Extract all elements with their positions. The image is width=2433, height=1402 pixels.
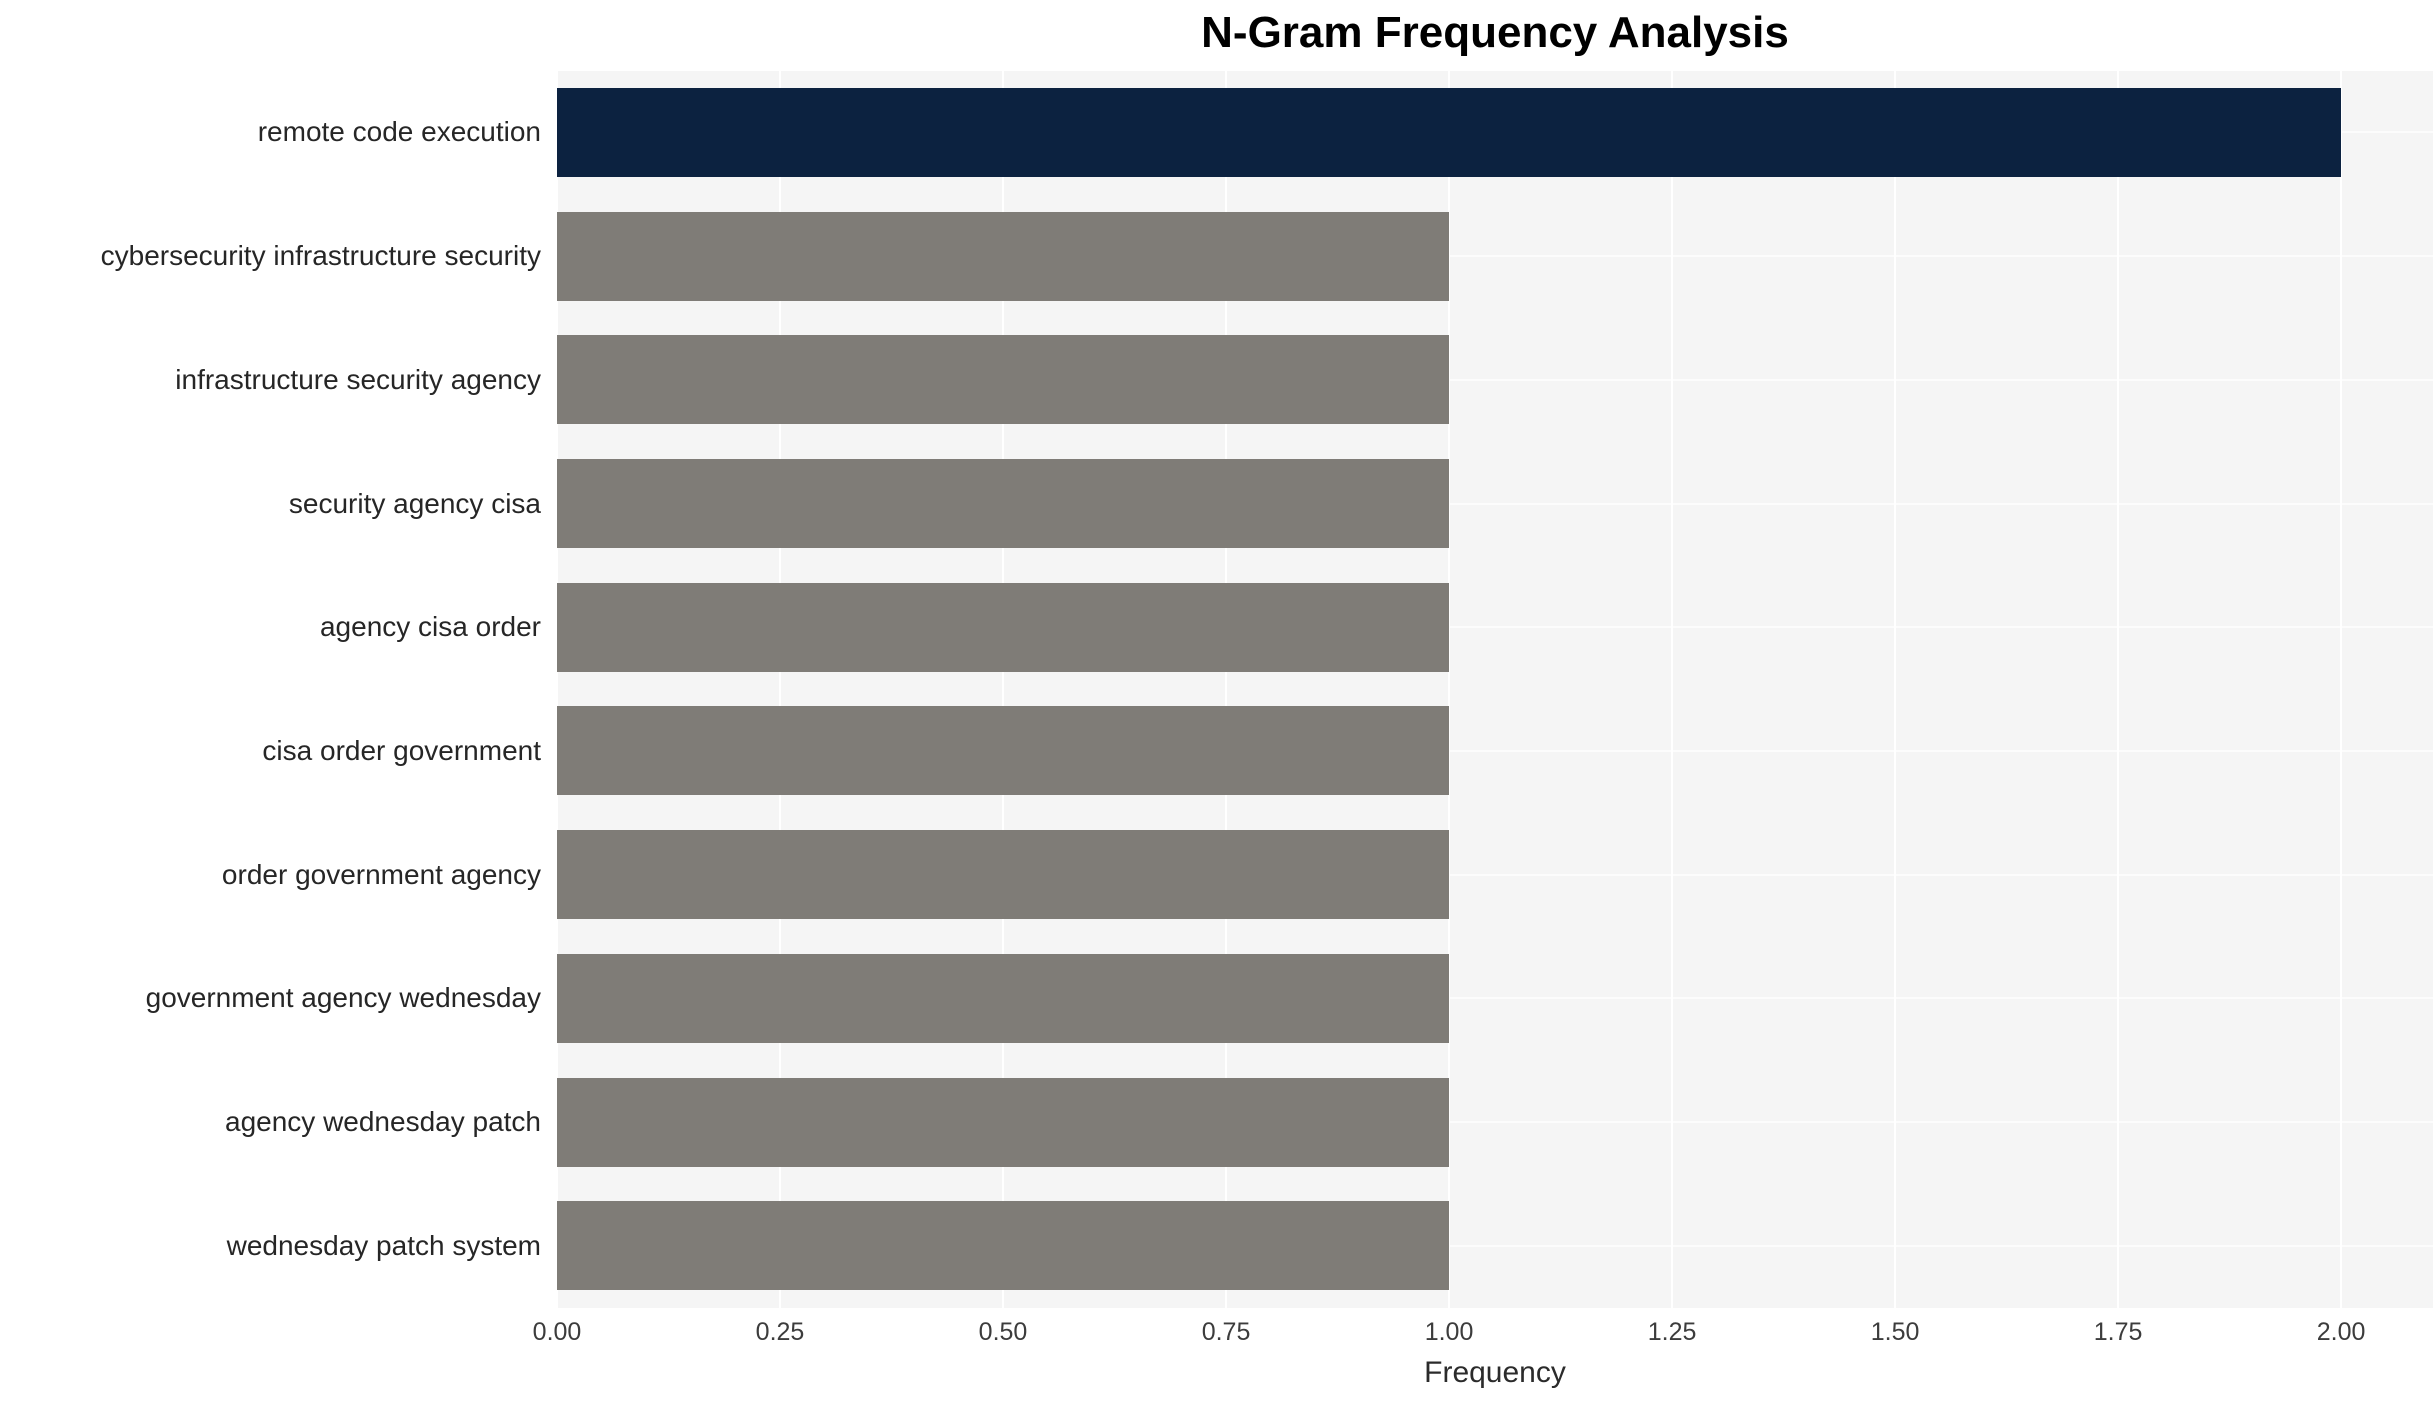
bar[interactable] [557,1201,1450,1291]
bar-row [557,71,2433,195]
horizontal-gridline [557,502,2433,505]
y-tick-label: infrastructure security agency [175,363,541,395]
x-tick-label: 1.50 [1870,1317,1920,1346]
x-axis: 0.00 0.25 0.50 0.75 1.00 1.25 1.50 1.75 2.00 [0,1318,2433,1352]
x-tick-labels: 0.00 0.25 0.50 0.75 1.00 1.25 1.50 1.75 2.00 [533,1317,2433,1352]
y-tick-label: security agency cisa [288,487,541,519]
bar[interactable] [557,706,1450,796]
bar[interactable] [557,1077,1450,1167]
bar[interactable] [557,582,1450,672]
horizontal-gridline [557,873,2433,876]
x-tick-label: 0.50 [978,1317,1028,1346]
x-tick-label: 0.00 [532,1317,582,1346]
vertical-gridline [1894,70,1897,1308]
vertical-gridline [779,70,781,1308]
bar-row [557,565,2433,689]
y-tick-label: cisa order government [262,734,541,766]
vertical-gridline [1448,70,1451,1308]
y-tick-label: cybersecurity infrastructure security [100,240,541,272]
bar-row [557,689,2433,813]
x-tick-label: 0.75 [1201,1317,1251,1346]
x-axis-spacer [0,1318,557,1352]
bar-row [557,937,2433,1061]
y-tick-label: order government agency [221,858,541,890]
horizontal-gridline [557,626,2433,629]
bar-row [557,1184,2433,1308]
plot-area [556,70,2433,1308]
bar[interactable] [557,87,2342,177]
x-tick-label: 0.25 [755,1317,805,1346]
horizontal-gridline [557,378,2433,381]
bar[interactable] [557,830,1450,920]
bar[interactable] [557,335,1450,425]
horizontal-gridline [557,997,2433,1000]
horizontal-gridline [557,1244,2433,1247]
bar[interactable] [557,953,1450,1043]
y-tick-label: agency wednesday patch [225,1106,541,1138]
x-tick-label: 1.75 [2093,1317,2143,1346]
bar-row [557,194,2433,318]
y-tick-label: remote code execution [257,116,541,148]
bar-row [557,813,2433,937]
horizontal-gridline [557,255,2433,258]
horizontal-gridline [557,749,2433,752]
horizontal-gridline [557,1121,2433,1124]
bar-row [557,442,2433,566]
vertical-gridline [556,70,558,1308]
y-tick-label: wednesday patch system [226,1229,541,1261]
y-tick-label: agency cisa order [319,611,541,643]
chart-body: remote code execution cybersecurity infra… [0,70,2433,1308]
x-axis-title-row: Frequency [0,1356,2433,1390]
bar-series [557,71,2433,1308]
x-axis-spacer [0,1356,557,1390]
bar[interactable] [557,459,1450,549]
vertical-gridline [1671,70,1674,1308]
vertical-gridline [2340,70,2343,1308]
bar-row [557,1060,2433,1184]
vertical-gridline [2117,70,2120,1308]
vertical-gridline [1225,70,1228,1308]
x-tick-label: 1.00 [1424,1317,1474,1346]
y-tick-label: government agency wednesday [145,982,541,1014]
bar-row [557,318,2433,442]
y-axis-labels: remote code execution cybersecurity infra… [0,71,557,1308]
chart-title: N-Gram Frequency Analysis [1201,8,1789,57]
x-axis-label: Frequency [1424,1355,1566,1389]
x-tick-label: 2.00 [2316,1317,2366,1346]
bar[interactable] [557,211,1450,301]
vertical-gridline [1002,70,1005,1308]
x-tick-label: 1.25 [1647,1317,1697,1346]
